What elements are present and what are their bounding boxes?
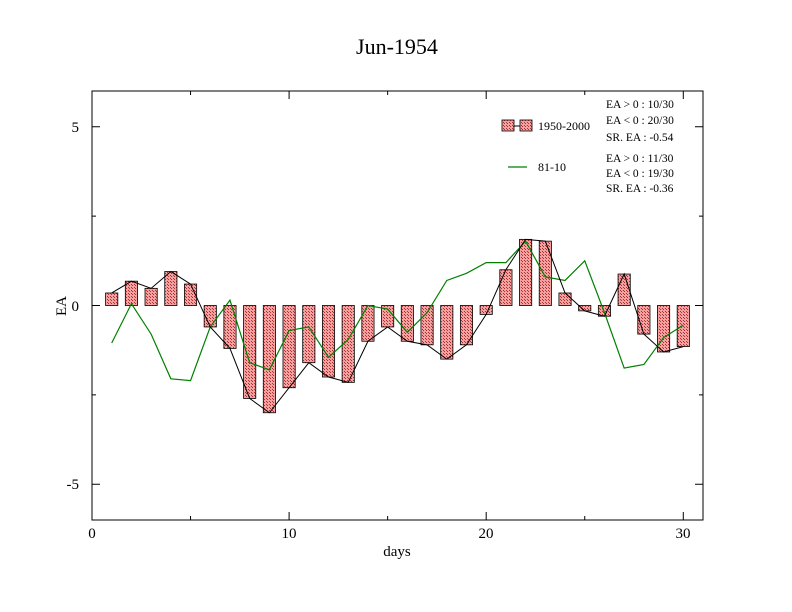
bar-day-24 (558, 292, 572, 306)
bar-day-29 (657, 305, 671, 353)
stat-1950-sr-ea: SR. EA : -0.54 (606, 132, 674, 144)
bar-day-8 (243, 305, 257, 399)
bar-day-6 (203, 305, 217, 328)
stat-1950-ea-positive: EA > 0 : 10/30 (606, 99, 674, 111)
bar-day-5 (184, 283, 198, 306)
bar-day-16 (400, 305, 414, 342)
x-tick-label-0: 0 (88, 526, 96, 542)
y-tick-label-minus5: -5 (67, 477, 80, 493)
bar-series-1950-2000 (105, 238, 690, 414)
y-tick-label-5: 5 (72, 120, 80, 136)
bar-day-9 (262, 305, 276, 414)
bar-day-1 (105, 292, 119, 306)
bar-day-10 (282, 305, 296, 389)
bar-day-27 (617, 273, 631, 306)
bar-day-20 (479, 305, 493, 315)
y-axis-label: EA (54, 296, 70, 316)
stat-1950-ea-negative: EA < 0 : 20/30 (606, 115, 674, 127)
legend-bar-swatch-right (519, 119, 533, 132)
x-tick-label-30: 30 (676, 526, 691, 542)
legend-label-81-10: 81-10 (538, 160, 566, 174)
bar-day-18 (440, 305, 454, 360)
legend-label-1950-2000: 1950-2000 (538, 119, 590, 133)
stat-81-10-ea-negative: EA < 0 : 19/30 (606, 168, 674, 180)
bar-day-23 (538, 240, 552, 306)
bar-day-2 (124, 280, 138, 306)
axis-ticks (91, 91, 703, 520)
stat-81-10-sr-ea: SR. EA : -0.36 (606, 183, 674, 195)
bar-day-17 (420, 305, 434, 346)
bar-day-12 (322, 305, 336, 378)
bar-day-3 (144, 287, 158, 306)
x-tick-label-20: 20 (479, 526, 494, 542)
y-tick-label-0: 0 (72, 299, 80, 315)
bar-day-14 (361, 305, 375, 342)
series-line-81-10 (111, 240, 684, 382)
x-axis-label: days (383, 544, 411, 560)
series-line-1950-2000 (111, 238, 684, 414)
x-tick-label-10: 10 (282, 526, 297, 542)
legend: 1950-2000 81-10 EA > 0 : 10/30 EA < 0 : … (501, 99, 674, 195)
bar-day-30 (676, 305, 690, 348)
bar-day-21 (499, 269, 513, 306)
chart-title: Jun-1954 (356, 34, 438, 59)
bar-day-25 (578, 305, 592, 312)
legend-bar-swatch-left (501, 119, 515, 132)
stat-81-10-ea-positive: EA > 0 : 11/30 (606, 153, 674, 165)
line-series (111, 238, 684, 414)
bar-day-4 (164, 271, 178, 306)
